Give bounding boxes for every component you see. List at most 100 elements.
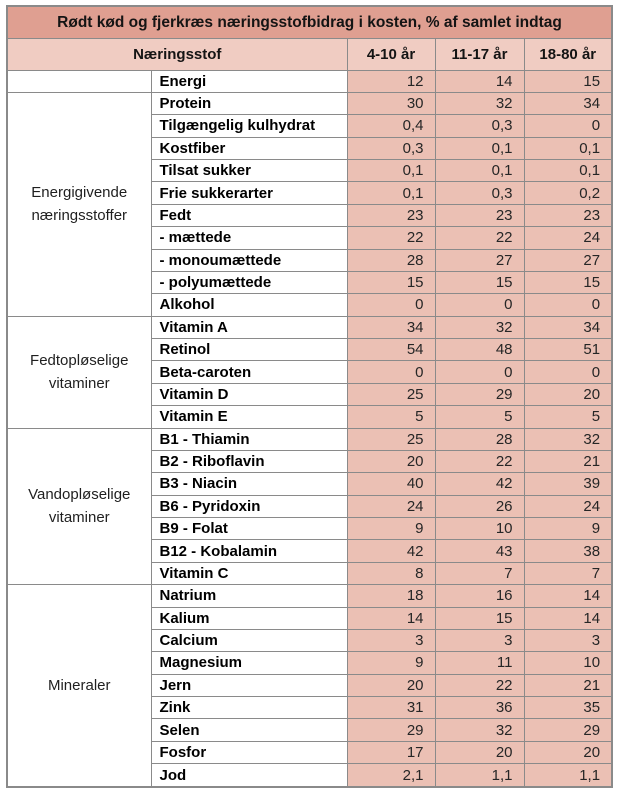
value-cell: 9	[346, 517, 436, 541]
value-cell: 42	[346, 539, 436, 563]
value-cell: 54	[346, 338, 436, 362]
table-row: - mættede 22 22 24	[7, 226, 613, 250]
nutrient-name-cell: B6 - Pyridoxin	[150, 494, 348, 519]
value-cell: 9	[523, 517, 613, 541]
table-row: Calcium 3 3 3	[7, 628, 613, 653]
value-cell: 0,3	[434, 181, 525, 205]
group-label-cell: Vandopløselige vitaminer	[6, 427, 152, 586]
value-cell: 0,2	[523, 181, 613, 205]
group-label-cell	[6, 69, 152, 93]
value-cell: 28	[346, 248, 436, 272]
value-cell: 38	[523, 539, 613, 563]
value-cell: 0	[523, 114, 613, 138]
nutrient-name-cell: Zink	[150, 696, 348, 720]
nutrient-name-cell: - polyumættede	[150, 270, 348, 295]
table-row: Vitamin D 25 29 20	[7, 382, 613, 407]
value-cell: 15	[346, 270, 436, 295]
table-row: Fedtopløselige vitaminer Vitamin A 34 32 34	[6, 315, 613, 429]
table-row: Kostfiber 0,3 0,1 0,1	[7, 136, 613, 161]
value-cell: 25	[346, 427, 436, 451]
value-cell: 36	[434, 696, 525, 720]
value-cell: 0,1	[346, 159, 436, 183]
value-cell: 20	[346, 673, 436, 698]
value-cell: 10	[523, 651, 613, 675]
nutrient-name-cell: Alkohol	[150, 293, 348, 317]
value-cell: 14	[434, 69, 525, 93]
value-cell: 0,1	[346, 181, 436, 205]
table-row: Jod 2,1 1,1 1,1	[7, 763, 613, 788]
nutrient-name-cell: Selen	[150, 718, 348, 742]
table-row: Retinol 54 48 51	[7, 338, 613, 362]
nutrient-name-cell: Tilgængelig kulhydrat	[150, 114, 348, 138]
table-row: Zink 31 36 35	[7, 696, 613, 720]
value-cell: 34	[523, 91, 613, 116]
value-cell: 31	[346, 696, 436, 720]
value-cell: 3	[523, 628, 613, 653]
value-cell: 0,1	[523, 136, 613, 161]
value-cell: 5	[434, 405, 525, 429]
title-row: Rødt kød og fjerkræs næringsstofbidrag i…	[6, 5, 613, 40]
nutrient-name-cell: Calcium	[150, 628, 348, 653]
table-title: Rødt kød og fjerkræs næringsstofbidrag i…	[6, 5, 613, 40]
value-cell: 20	[346, 449, 436, 474]
value-cell: 0	[434, 293, 525, 317]
table-row: Frie sukkerarter 0,1 0,3 0,2	[7, 181, 613, 205]
value-cell: 42	[434, 472, 525, 496]
value-cell: 27	[434, 248, 525, 272]
table-row: Energigivende næringsstoffer Protein 30 32 3…	[6, 91, 613, 317]
value-cell: 0	[434, 360, 525, 384]
value-cell: 27	[523, 248, 613, 272]
group-label-cell: Energigivende næringsstoffer	[6, 91, 152, 317]
nutrient-name-cell: Fosfor	[150, 740, 348, 765]
value-cell: 32	[434, 91, 525, 116]
value-cell: 12	[346, 69, 436, 93]
nutrient-name-cell: Jod	[150, 763, 348, 788]
table-row: - monoumættede 28 27 27	[7, 248, 613, 272]
value-cell: 14	[523, 606, 613, 630]
value-cell: 0	[523, 293, 613, 317]
value-cell: 25	[346, 382, 436, 407]
value-cell: 22	[346, 226, 436, 250]
value-cell: 23	[346, 203, 436, 228]
nutrient-name-cell: B3 - Niacin	[150, 472, 348, 496]
value-cell: 0	[346, 360, 436, 384]
nutrient-name-cell: Magnesium	[150, 651, 348, 675]
table-row: Vandopløselige vitaminer B1 - Thiamin 25 28…	[6, 427, 613, 586]
nutrient-name-cell: Natrium	[150, 584, 348, 608]
value-cell: 0,3	[434, 114, 525, 138]
value-cell: 18	[346, 584, 436, 608]
table-row: Fosfor 17 20 20	[7, 740, 613, 765]
value-cell: 9	[346, 651, 436, 675]
value-cell: 5	[523, 405, 613, 429]
value-cell: 16	[434, 584, 525, 608]
nutrient-name-cell: Fedt	[150, 203, 348, 228]
value-cell: 0,4	[346, 114, 436, 138]
nutrient-name-cell: Jern	[150, 673, 348, 698]
table-row: Fedt 23 23 23	[7, 203, 613, 228]
value-cell: 21	[523, 449, 613, 474]
value-cell: 20	[434, 740, 525, 765]
value-cell: 32	[434, 718, 525, 742]
value-cell: 29	[523, 718, 613, 742]
table-row: Mineraler Natrium 18 16 14	[6, 584, 613, 788]
value-cell: 32	[523, 427, 613, 451]
value-cell: 15	[523, 270, 613, 295]
nutrient-name-cell: B12 - Kobalamin	[150, 539, 348, 563]
value-cell: 21	[523, 673, 613, 698]
column-header-nutrient: Næringsstof	[6, 38, 348, 71]
nutrient-name-cell: Vitamin C	[150, 561, 348, 586]
value-cell: 32	[434, 315, 525, 340]
value-cell: 43	[434, 539, 525, 563]
value-cell: 2,1	[346, 763, 436, 788]
nutrient-name-cell: Tilsat sukker	[150, 159, 348, 183]
group-label-cell: Mineraler	[6, 584, 152, 788]
value-cell: 40	[346, 472, 436, 496]
value-cell: 26	[434, 494, 525, 519]
value-cell: 28	[434, 427, 525, 451]
value-cell: 7	[434, 561, 525, 586]
nutrient-name-cell: Vitamin D	[150, 382, 348, 407]
table-row: Tilgængelig kulhydrat 0,4 0,3 0	[7, 114, 613, 138]
table-body: Energi 12 14 15 Energigivende næringsstoffer…	[6, 69, 613, 788]
value-cell: 20	[523, 740, 613, 765]
